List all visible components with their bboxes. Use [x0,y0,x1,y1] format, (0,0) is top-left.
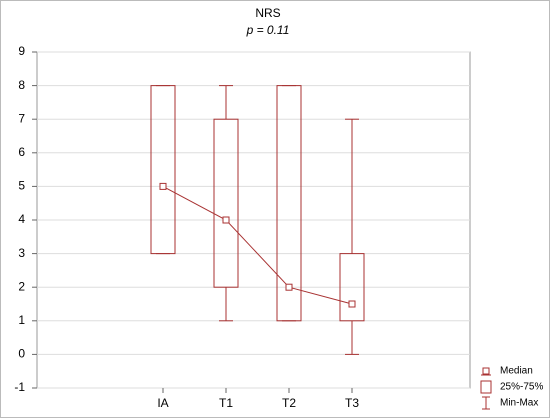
legend-median-icon [482,367,490,375]
x-tick-label: T2 [282,396,296,410]
y-tick-label: 5 [18,179,25,193]
median-marker [348,300,356,308]
legend-label: Min-Max [500,398,538,409]
x-tick-label: T1 [219,396,233,410]
y-tick-label: 2 [18,279,25,293]
median-line [162,185,353,305]
legend-box-icon [480,380,492,394]
box [276,85,302,322]
y-tick-label: 1 [18,313,25,327]
chart-title: NRS [255,6,280,20]
median-marker [159,182,167,190]
y-tick-label: 3 [18,246,25,260]
chart-subtitle: p = 0.11 [246,23,290,37]
box [150,85,176,255]
median-marker [285,283,293,291]
box [213,118,239,288]
y-tick-label: 9 [18,44,25,58]
y-tick-label: 6 [18,145,25,159]
legend-label: 25%-75% [500,382,543,393]
y-tick-label: 8 [18,78,25,92]
x-tick-label: IA [157,396,168,410]
y-tick-label: -1 [14,380,25,394]
y-tick-label: 7 [18,111,25,125]
median-marker [222,216,230,224]
legend-label: Median [500,366,533,377]
x-tick-label: T3 [345,396,359,410]
box [339,253,365,322]
y-tick-label: 4 [18,212,25,226]
y-tick-label: 0 [18,347,25,361]
